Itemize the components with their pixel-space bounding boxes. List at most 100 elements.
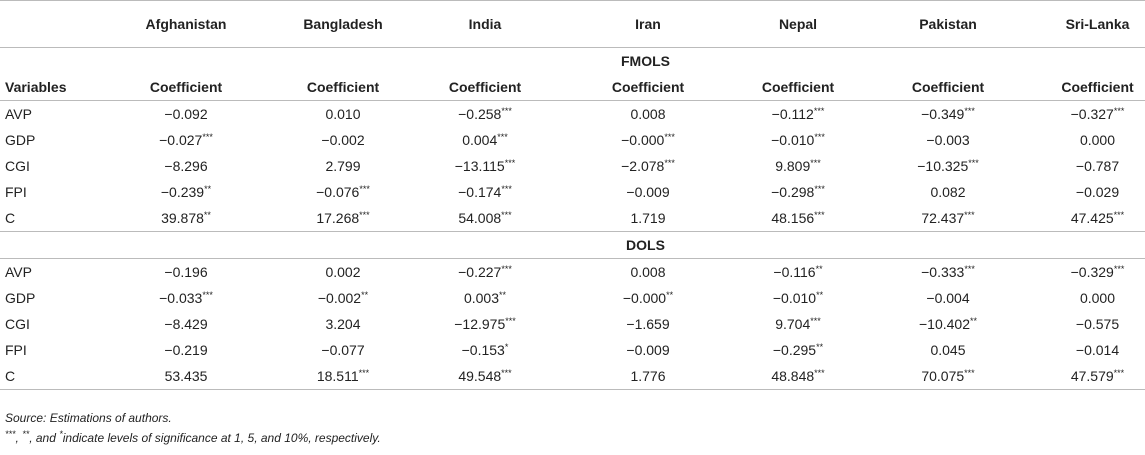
coefficient: −0.027 bbox=[159, 132, 203, 148]
coefficient: 0.082 bbox=[930, 184, 966, 200]
coefficient: 9.809 bbox=[775, 158, 811, 174]
significance: *** bbox=[504, 158, 516, 168]
source-note: Source: Estimations of authors. bbox=[5, 411, 172, 425]
cell: −0.575 bbox=[1050, 311, 1145, 337]
cell: −0.153* bbox=[424, 337, 546, 363]
cell: 2.799 bbox=[262, 153, 424, 179]
coefficient: −0.239 bbox=[160, 184, 205, 200]
coefficient: 18.511 bbox=[316, 368, 359, 384]
cell: 1.719 bbox=[546, 205, 750, 232]
cell: −0.010** bbox=[750, 285, 846, 311]
variable-label: C bbox=[0, 205, 110, 232]
cell: −0.227*** bbox=[424, 259, 546, 286]
coefficient: −10.325 bbox=[917, 158, 969, 174]
column-header: Bangladesh bbox=[262, 0, 424, 48]
cell: 3.204 bbox=[262, 311, 424, 337]
coefficient-header: Coefficient bbox=[1050, 74, 1145, 101]
cell: 1.776 bbox=[546, 363, 750, 390]
coefficient: −0.000 bbox=[621, 132, 665, 148]
coefficient-header: Coefficient bbox=[110, 74, 262, 101]
significance: *** bbox=[810, 158, 821, 168]
significance: ** bbox=[361, 290, 369, 300]
variable-label: C bbox=[0, 363, 110, 390]
coefficient: 2.799 bbox=[325, 158, 361, 174]
cell: 39.878** bbox=[110, 205, 262, 232]
coefficient: 1.719 bbox=[630, 210, 666, 226]
variable-label: FPI bbox=[5, 342, 27, 358]
cell: −0.298*** bbox=[750, 179, 846, 205]
cell: −0.349*** bbox=[846, 101, 1050, 128]
significance-mark: *** bbox=[5, 429, 16, 439]
cell: 54.008*** bbox=[424, 205, 546, 232]
significance: *** bbox=[1113, 210, 1125, 220]
significance: ** bbox=[203, 210, 211, 220]
cell: −0.009 bbox=[546, 179, 750, 205]
cell: −0.112*** bbox=[750, 101, 846, 128]
notes: Source: Estimations of authors. ***, **,… bbox=[0, 408, 1145, 448]
significance: *** bbox=[664, 132, 675, 142]
data-row: GDP −0.027*** −0.002 0.004*** −0.000*** −0.01… bbox=[0, 127, 1145, 153]
cell: 47.425*** bbox=[1050, 205, 1145, 232]
coefficient: 39.878 bbox=[161, 210, 204, 226]
coefficient: −8.296 bbox=[164, 158, 208, 174]
coefficient: −0.174 bbox=[458, 184, 502, 200]
cell: 0.045 bbox=[846, 337, 1050, 363]
coefficient: 47.579 bbox=[1070, 368, 1114, 384]
section-row: FMOLS bbox=[0, 48, 1145, 75]
coefficient: −0.029 bbox=[1075, 184, 1120, 200]
coefficient: −0.116 bbox=[773, 264, 816, 280]
cell: −0.010*** bbox=[750, 127, 846, 153]
coefficient: −1.659 bbox=[626, 316, 670, 332]
cell: −10.402** bbox=[846, 311, 1050, 337]
coefficient: −0.002 bbox=[317, 290, 362, 306]
data-row: CGI −8.296 2.799 −13.115*** −2.078*** 9.809**… bbox=[0, 153, 1145, 179]
cell: −0.196 bbox=[110, 259, 262, 286]
coefficient: −0.295 bbox=[772, 342, 817, 358]
cell: 0.004*** bbox=[424, 127, 546, 153]
cell: −0.003 bbox=[846, 127, 1050, 153]
coefficient: −0.010 bbox=[772, 290, 817, 306]
coefficient: −0.329 bbox=[1070, 264, 1114, 280]
section-row: DOLS bbox=[0, 231, 1145, 259]
significance: *** bbox=[497, 132, 508, 142]
cell: −0.787 bbox=[1050, 153, 1145, 179]
column-header: Iran bbox=[546, 0, 750, 48]
coefficient: −0.003 bbox=[926, 132, 970, 148]
cell: 48.848*** bbox=[750, 363, 846, 390]
cell: −8.429 bbox=[110, 311, 262, 337]
cell: −0.077 bbox=[262, 337, 424, 363]
significance: *** bbox=[968, 158, 979, 168]
cell: −10.325*** bbox=[846, 153, 1050, 179]
column-header: Pakistan bbox=[846, 0, 1050, 48]
cell: −0.239** bbox=[110, 179, 262, 205]
data-row: AVP −0.092 0.010 −0.258*** 0.008 −0.112*** −0.… bbox=[0, 101, 1145, 128]
cell: 0.003** bbox=[424, 285, 546, 311]
coefficient: 47.425 bbox=[1070, 210, 1114, 226]
table-body: Afghanistan Bangladesh India Iran Nepal Pakis… bbox=[0, 0, 1145, 390]
coefficient: −0.000 bbox=[622, 290, 667, 306]
significance: ** bbox=[666, 290, 674, 300]
significance-note: ***, **, and *indicate levels of signifi… bbox=[5, 428, 1145, 448]
cell: −0.174*** bbox=[424, 179, 546, 205]
coefficient-header: Coefficient bbox=[750, 74, 846, 101]
cell: 0.008 bbox=[546, 259, 750, 286]
cell: 17.268*** bbox=[262, 205, 424, 232]
section-spacer bbox=[0, 48, 110, 75]
significance: *** bbox=[501, 264, 512, 274]
section-title: DOLS bbox=[110, 231, 1145, 259]
coefficient: −0.298 bbox=[771, 184, 815, 200]
cell: −8.296 bbox=[110, 153, 262, 179]
coefficient: −0.196 bbox=[164, 264, 208, 280]
cell: −0.004 bbox=[846, 285, 1050, 311]
coefficient: −0.333 bbox=[921, 264, 965, 280]
significance: *** bbox=[202, 290, 213, 300]
cell: −0.327*** bbox=[1050, 101, 1145, 128]
coefficient: 70.075 bbox=[921, 368, 965, 384]
significance: * bbox=[504, 342, 509, 352]
coefficient: −0.227 bbox=[458, 264, 502, 280]
coefficient: −2.078 bbox=[621, 158, 665, 174]
significance: ** bbox=[204, 184, 212, 194]
note-text: , and bbox=[29, 431, 60, 445]
coefficient: −0.077 bbox=[321, 342, 365, 358]
cell: 72.437*** bbox=[846, 205, 1050, 232]
